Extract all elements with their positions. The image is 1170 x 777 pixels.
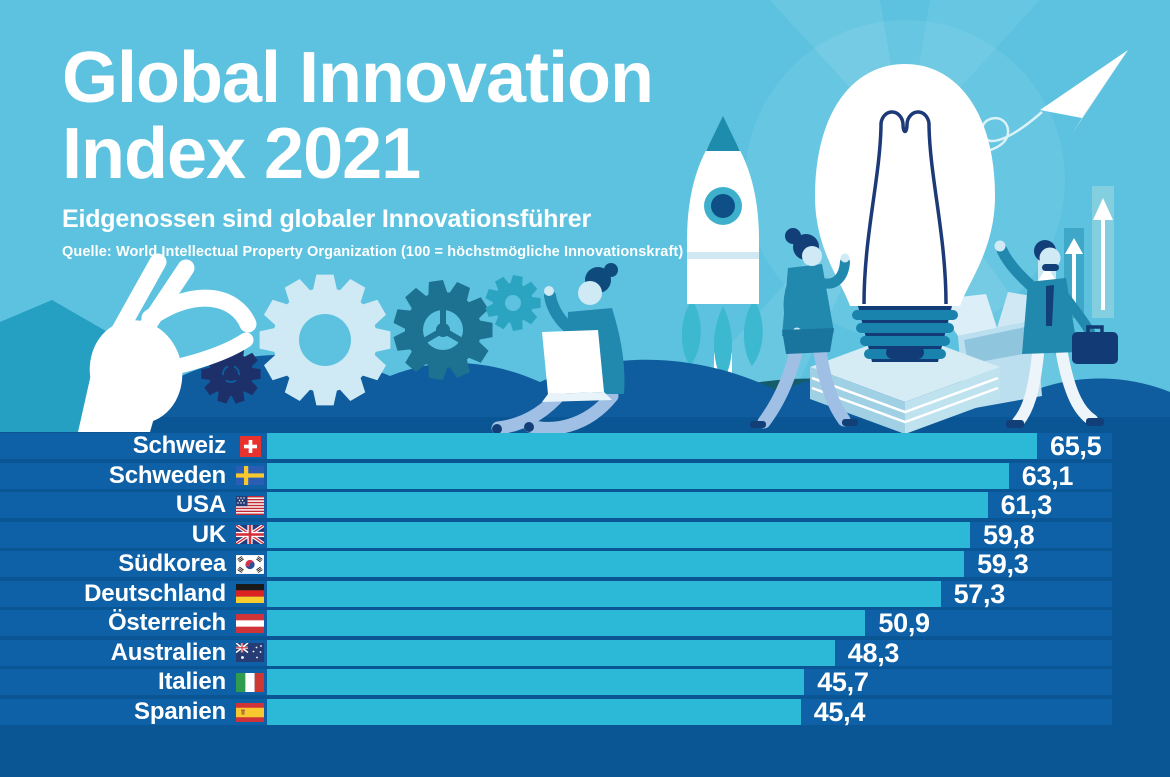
page-title: Global Innovation Index 2021 [62, 40, 683, 193]
score-value: 48,3 [847, 637, 900, 668]
flag-icon [236, 701, 264, 723]
table-row: Deutschland 57,3 [0, 578, 1170, 609]
table-row: Spanien 45,4 [0, 697, 1170, 727]
score-bar [267, 492, 988, 519]
table-row: Italien 45,7 [0, 667, 1170, 698]
score-bar [267, 580, 941, 607]
book-stack [810, 332, 1000, 434]
flag-icon [236, 612, 264, 634]
country-label: Australien [110, 638, 227, 666]
country-label: Österreich [107, 609, 226, 637]
score-value: 50,9 [878, 608, 930, 639]
table-row: UK 59,8 [0, 519, 1170, 550]
source-note: Quelle: World Intellectual Property Orga… [62, 243, 684, 260]
country-label: Spanien [134, 698, 226, 725]
person-laptop [491, 263, 625, 435]
score-bar [267, 639, 835, 666]
score-value: 65,5 [1050, 431, 1102, 461]
score-bar [267, 699, 801, 725]
person-waving [994, 240, 1118, 428]
score-value: 57,3 [953, 578, 1006, 609]
title-line-1: Global Innovation [62, 38, 654, 118]
flag-icon [236, 494, 264, 516]
country-label: Deutschland [84, 579, 226, 607]
score-value: 59,3 [977, 549, 1029, 580]
subtitle: Eidgenossen sind globaler Innovationsfüh… [62, 204, 591, 233]
table-row: Australien 48,3 [0, 637, 1170, 668]
country-label: UK [191, 520, 226, 548]
flag-icon [236, 671, 264, 693]
score-value: 61,3 [1000, 490, 1053, 521]
lightbulb-icon [815, 64, 995, 362]
country-label: Schweiz [132, 432, 227, 459]
header: Global Innovation Index 2021 Eidgenossen… [62, 40, 683, 260]
flag-icon [236, 435, 264, 457]
table-row: Schweiz 65,5 [0, 431, 1170, 461]
score-value: 63,1 [1021, 460, 1074, 491]
country-label: Italien [158, 668, 226, 696]
score-bar [267, 433, 1037, 459]
score-value: 45,7 [817, 667, 869, 698]
table-row: Südkorea 59,3 [0, 549, 1170, 580]
score-bar [267, 462, 1009, 489]
table-row: Schweden 63,1 [0, 460, 1170, 491]
score-value: 59,8 [983, 519, 1035, 550]
score-value: 45,4 [813, 697, 866, 727]
hand-icon [0, 253, 257, 432]
score-bar [267, 521, 970, 548]
flag-icon [236, 642, 264, 664]
table-row: Österreich 50,9 [0, 608, 1170, 639]
flag-icon [236, 553, 264, 575]
title-line-2: Index 2021 [62, 114, 421, 195]
country-label: USA [175, 491, 226, 519]
score-bar [267, 551, 965, 578]
flag-icon [236, 524, 264, 546]
score-bar [267, 669, 805, 696]
flag-icon [236, 583, 264, 605]
country-label: Schweden [108, 461, 226, 489]
growth-bars-icon [1038, 186, 1114, 318]
score-bar [267, 610, 866, 637]
person-walking [750, 228, 858, 429]
country-label: Südkorea [118, 550, 226, 578]
table-row: USA 61,3 [0, 490, 1170, 521]
flag-icon [236, 465, 264, 487]
